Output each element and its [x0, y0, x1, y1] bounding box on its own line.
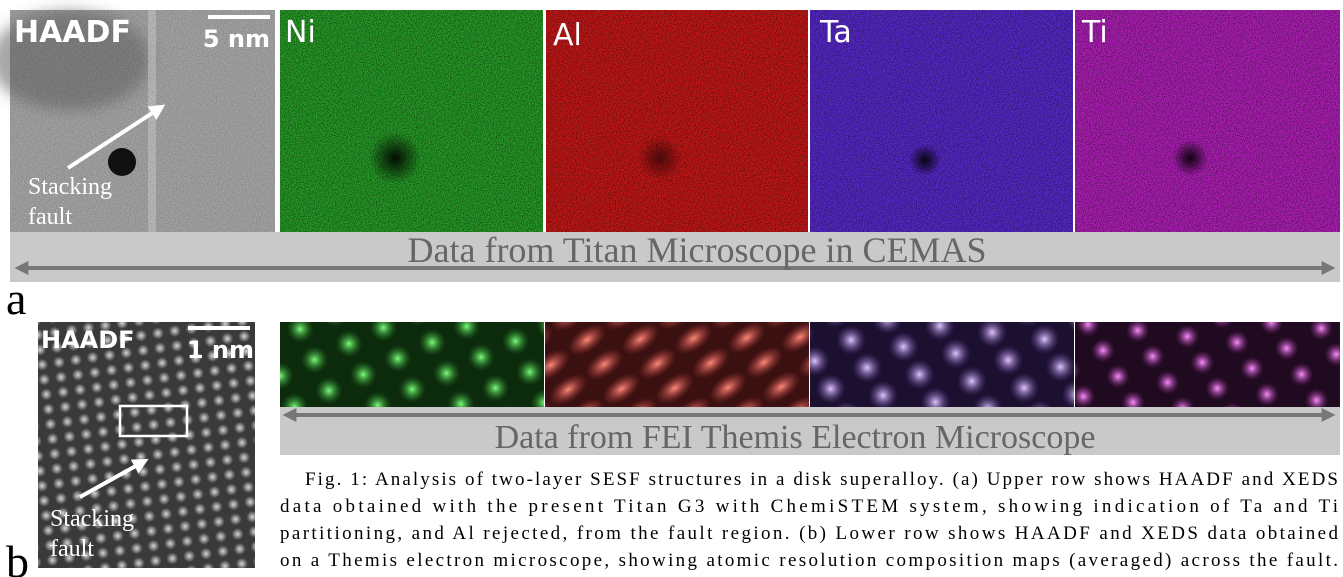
annotation: fault: [28, 204, 72, 230]
caption-line: partitioning, and Al rejected, from the …: [280, 523, 1339, 544]
annotation: fault: [50, 536, 94, 562]
scale-label: 1 nm: [187, 336, 254, 364]
al-map-b: [545, 322, 809, 407]
panel-label: b: [6, 536, 29, 577]
annotation: Stacking: [28, 174, 112, 200]
ti-map-b: [1075, 322, 1340, 407]
scale-label: 5 nm: [203, 25, 270, 53]
panel-label: a: [6, 273, 26, 324]
map-label: Ni: [285, 15, 316, 50]
ta-map-b: [810, 322, 1074, 407]
banner-text: Data from Titan Microscope in CEMAS: [408, 230, 987, 270]
ni-map-b: [280, 322, 544, 407]
caption: Fig. 1: Analysis of two-layer SESF struc…: [280, 469, 1339, 571]
ti-map-a: [1075, 10, 1340, 232]
caption-line: on a Themis electron microscope, showing…: [280, 550, 1338, 571]
ni-map-a: [280, 10, 543, 232]
annotation: Stacking: [50, 506, 134, 532]
caption-line: data obtained with the present Titan G3 …: [280, 496, 1338, 517]
ta-map-a: [810, 10, 1073, 232]
al-map-a: [546, 10, 808, 232]
map-label: Ta: [819, 15, 852, 50]
banner-text: Data from FEI Themis Electron Microscope: [495, 419, 1096, 456]
arrow: [79, 458, 149, 499]
haadf-image-b: [38, 322, 255, 568]
map-label: Al: [553, 18, 582, 53]
haadf-label: HAADF: [41, 326, 135, 354]
haadf-label: HAADF: [14, 15, 131, 50]
map-label: Ti: [1081, 15, 1108, 50]
arrow: [66, 104, 166, 170]
caption-line: Fig. 1: Analysis of two-layer SESF struc…: [305, 469, 1338, 490]
